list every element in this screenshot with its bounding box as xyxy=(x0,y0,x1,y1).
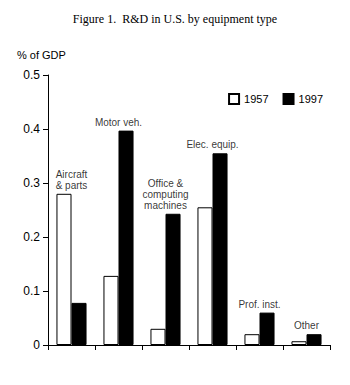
svg-text:Other: Other xyxy=(294,320,320,331)
svg-text:Prof. inst.: Prof. inst. xyxy=(238,299,280,310)
svg-text:Elec. equip.: Elec. equip. xyxy=(186,139,238,150)
svg-text:% of GDP: % of GDP xyxy=(17,49,66,61)
svg-text:Motor veh.: Motor veh. xyxy=(95,117,142,128)
svg-text:computing: computing xyxy=(142,189,188,200)
svg-text:0.5: 0.5 xyxy=(23,68,40,82)
svg-text:0.3: 0.3 xyxy=(23,176,40,190)
svg-text:0.4: 0.4 xyxy=(23,122,40,136)
svg-text:& parts: & parts xyxy=(56,180,88,191)
svg-text:0.1: 0.1 xyxy=(23,284,40,298)
svg-text:0: 0 xyxy=(33,338,40,352)
svg-text:1997: 1997 xyxy=(299,93,323,105)
svg-text:1957: 1957 xyxy=(244,93,268,105)
svg-text:0.2: 0.2 xyxy=(23,230,40,244)
svg-text:Figure 1. R&D in U.S. by equi: Figure 1. R&D in U.S. by equipment type xyxy=(73,12,277,26)
svg-text:Aircraft: Aircraft xyxy=(56,169,88,180)
svg-text:machines: machines xyxy=(144,200,187,211)
svg-text:Office &: Office & xyxy=(148,178,184,189)
